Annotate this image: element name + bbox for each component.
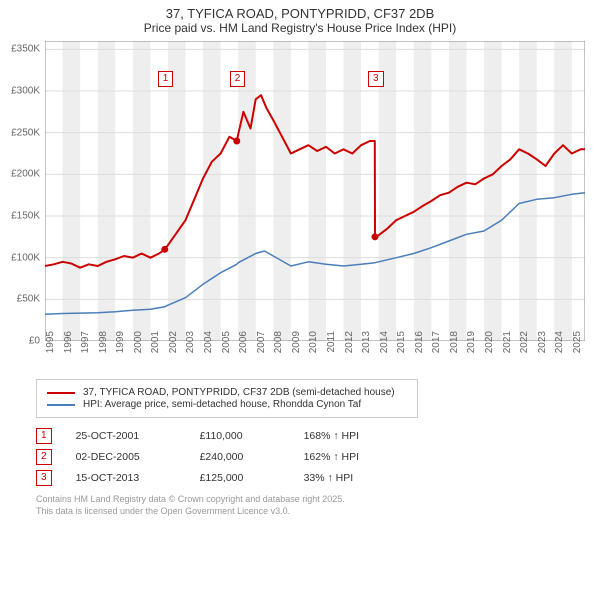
event-price: £240,000 <box>200 451 280 463</box>
y-tick-label: £350K <box>11 44 40 55</box>
footer-line2: This data is licensed under the Open Gov… <box>36 506 600 518</box>
y-tick-label: £300K <box>11 86 40 97</box>
x-tick-label: 2025 <box>572 331 583 361</box>
line-chart <box>45 41 585 341</box>
event-date: 15-OCT-2013 <box>76 472 176 484</box>
event-delta: 168% ↑ HPI <box>304 430 359 442</box>
legend-item: 37, TYFICA ROAD, PONTYPRIDD, CF37 2DB (s… <box>47 387 407 398</box>
x-tick-label: 1998 <box>98 331 109 361</box>
y-tick-label: £150K <box>11 211 40 222</box>
legend-label: 37, TYFICA ROAD, PONTYPRIDD, CF37 2DB (s… <box>83 387 395 398</box>
event-row: 1 25-OCT-2001 £110,000 168% ↑ HPI <box>36 428 600 444</box>
x-tick-label: 2020 <box>484 331 495 361</box>
y-tick-label: £50K <box>17 294 40 305</box>
y-tick-label: £250K <box>11 127 40 138</box>
x-tick-label: 2014 <box>379 331 390 361</box>
x-tick-label: 1999 <box>115 331 126 361</box>
y-tick-label: £0 <box>29 336 40 347</box>
footer-line1: Contains HM Land Registry data © Crown c… <box>36 494 600 506</box>
y-tick-label: £100K <box>11 252 40 263</box>
event-marker-label-1: 1 <box>158 71 174 87</box>
x-tick-label: 2010 <box>308 331 319 361</box>
event-marker-label-3: 3 <box>368 71 384 87</box>
title-line2: Price paid vs. HM Land Registry's House … <box>0 21 600 35</box>
event-delta: 162% ↑ HPI <box>304 451 359 463</box>
event-date: 02-DEC-2005 <box>76 451 176 463</box>
title-line1: 37, TYFICA ROAD, PONTYPRIDD, CF37 2DB <box>0 6 600 21</box>
x-tick-label: 2003 <box>185 331 196 361</box>
legend-label: HPI: Average price, semi-detached house,… <box>83 399 361 410</box>
x-tick-label: 2004 <box>203 331 214 361</box>
event-row-marker: 2 <box>36 449 52 465</box>
x-tick-label: 2016 <box>414 331 425 361</box>
event-price: £125,000 <box>200 472 280 484</box>
y-axis-labels: £0£50K£100K£150K£200K£250K£300K£350K <box>0 41 40 341</box>
x-tick-label: 2019 <box>466 331 477 361</box>
x-tick-label: 2021 <box>502 331 513 361</box>
x-tick-label: 2011 <box>326 331 337 361</box>
event-delta: 33% ↑ HPI <box>304 472 354 484</box>
footer-attribution: Contains HM Land Registry data © Crown c… <box>36 494 600 517</box>
x-tick-label: 2024 <box>554 331 565 361</box>
legend-swatch <box>47 392 75 394</box>
event-row: 3 15-OCT-2013 £125,000 33% ↑ HPI <box>36 470 600 486</box>
y-tick-label: £200K <box>11 169 40 180</box>
x-tick-label: 2018 <box>449 331 460 361</box>
legend-item: HPI: Average price, semi-detached house,… <box>47 399 407 410</box>
event-table: 1 25-OCT-2001 £110,000 168% ↑ HPI 2 02-DEC-20… <box>36 428 600 486</box>
x-tick-label: 1997 <box>80 331 91 361</box>
event-date: 25-OCT-2001 <box>76 430 176 442</box>
event-row: 2 02-DEC-2005 £240,000 162% ↑ HPI <box>36 449 600 465</box>
x-tick-label: 2005 <box>221 331 232 361</box>
x-tick-label: 2002 <box>168 331 179 361</box>
event-row-marker: 1 <box>36 428 52 444</box>
x-tick-label: 2023 <box>537 331 548 361</box>
x-tick-label: 2022 <box>519 331 530 361</box>
legend: 37, TYFICA ROAD, PONTYPRIDD, CF37 2DB (s… <box>36 379 418 418</box>
legend-swatch <box>47 404 75 406</box>
chart-title: 37, TYFICA ROAD, PONTYPRIDD, CF37 2DB Pr… <box>0 0 600 37</box>
x-tick-label: 2001 <box>150 331 161 361</box>
event-price: £110,000 <box>200 430 280 442</box>
x-tick-label: 2017 <box>431 331 442 361</box>
x-tick-label: 2006 <box>238 331 249 361</box>
x-tick-label: 2013 <box>361 331 372 361</box>
x-tick-label: 2012 <box>344 331 355 361</box>
chart-area: £0£50K£100K£150K£200K£250K£300K£350K 199… <box>45 41 585 341</box>
x-tick-label: 2008 <box>273 331 284 361</box>
x-tick-label: 2000 <box>133 331 144 361</box>
event-marker-label-2: 2 <box>230 71 246 87</box>
x-tick-label: 2015 <box>396 331 407 361</box>
x-tick-label: 2009 <box>291 331 302 361</box>
x-tick-label: 2007 <box>256 331 267 361</box>
x-tick-label: 1995 <box>45 331 56 361</box>
event-row-marker: 3 <box>36 470 52 486</box>
x-tick-label: 1996 <box>63 331 74 361</box>
